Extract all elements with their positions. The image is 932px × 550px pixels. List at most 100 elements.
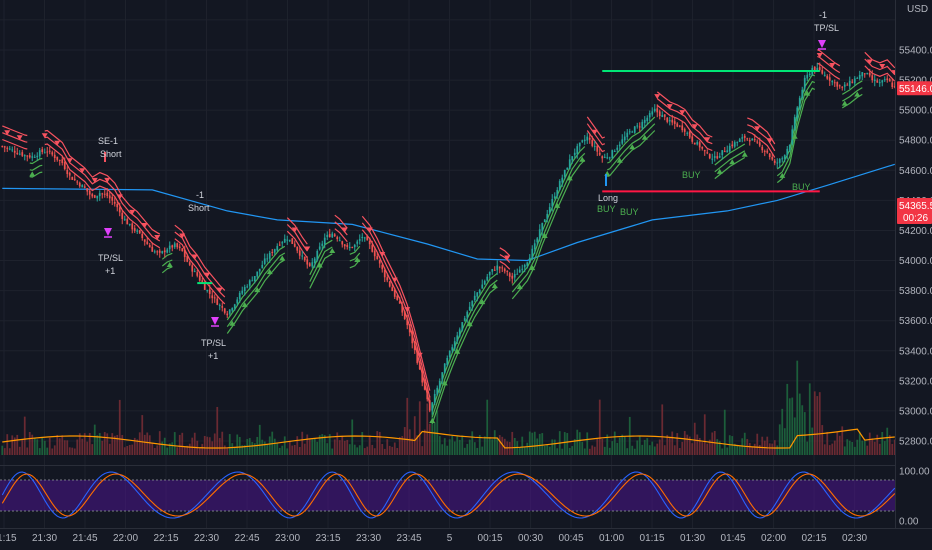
volume-bar — [163, 437, 166, 455]
volume-bar — [101, 440, 104, 455]
candle-body — [328, 234, 331, 238]
candle-body — [101, 193, 104, 195]
time-tick-label: 21:30 — [32, 533, 57, 544]
volume-bar — [693, 422, 696, 455]
volume-bar — [151, 442, 154, 455]
volume-bar — [253, 443, 256, 455]
volume-bar — [553, 439, 556, 455]
price-tick-label: 53200.00 — [899, 376, 932, 387]
trailing-band — [499, 260, 511, 270]
volume-bar — [706, 443, 709, 455]
candle-body — [428, 400, 431, 411]
candle-body — [181, 248, 184, 252]
sell-triangle-marker — [591, 129, 598, 135]
volume-bar — [166, 447, 169, 455]
volume-bar — [181, 432, 184, 455]
candle-body — [821, 70, 824, 74]
tpsl-arrow-marker — [104, 228, 112, 236]
volume-bar — [356, 447, 359, 455]
candle-body — [343, 244, 346, 247]
volume-bar — [598, 399, 601, 455]
candle-body — [388, 281, 391, 287]
candle-body — [106, 192, 109, 197]
volume-bar — [148, 435, 151, 455]
volume-bar — [403, 427, 406, 455]
sell-triangle-marker — [66, 158, 73, 164]
sell-triangle-marker — [216, 287, 223, 293]
candle-body — [303, 256, 306, 261]
candle-body — [361, 236, 364, 239]
candle-body — [258, 268, 261, 272]
volume-bar — [661, 404, 664, 455]
candle-body — [278, 244, 281, 246]
trailing-band — [841, 80, 863, 95]
candle-body — [93, 195, 96, 198]
sell-triangle-marker — [404, 307, 411, 313]
candle-body — [198, 275, 201, 281]
volume-bar — [488, 437, 491, 455]
candle-body — [688, 131, 691, 138]
volume-bar — [648, 445, 651, 455]
volume-bar — [128, 444, 131, 455]
volume-bar — [881, 431, 884, 455]
volume-bar — [223, 445, 226, 455]
candle-body — [703, 150, 706, 152]
volume-bar — [891, 443, 894, 455]
time-axis-ticks[interactable]: 21:15 21:30 21:45 22:00 22:15 22:30 22:45 23:00… — [0, 533, 868, 544]
candle-body — [233, 304, 236, 309]
candle-body — [698, 142, 701, 148]
buy-triangle-marker — [841, 100, 848, 106]
candle-body — [863, 73, 866, 75]
volume-bar — [361, 431, 364, 455]
candle-body — [333, 234, 336, 237]
candle-body — [861, 72, 864, 77]
volume-bar — [858, 431, 861, 455]
candle-body — [763, 150, 766, 152]
candle-body — [841, 86, 844, 88]
candle-body — [118, 207, 121, 213]
sell-triangle-marker — [304, 246, 311, 252]
moving-average-line — [2, 163, 895, 262]
candle-body — [868, 72, 871, 76]
candle-body — [213, 297, 216, 299]
candle-body — [743, 135, 746, 138]
candle-body — [148, 245, 151, 248]
time-tick-label: 23:45 — [397, 533, 422, 544]
volume-bar — [56, 434, 59, 455]
volume-bar — [871, 438, 874, 455]
volume-bar — [576, 429, 579, 455]
candle-body — [881, 80, 884, 83]
volume-bar — [573, 439, 576, 455]
candle-body — [236, 299, 239, 304]
candle-body — [488, 271, 491, 276]
volume-bar — [508, 441, 511, 455]
candle-body — [646, 117, 649, 122]
volume-bar — [813, 391, 816, 455]
candle-body — [496, 265, 499, 271]
volume-bar — [91, 444, 94, 455]
volume-bar — [701, 442, 704, 455]
candle-body — [103, 193, 106, 195]
candle-body — [661, 115, 664, 118]
candle-body — [38, 150, 41, 157]
volume-bar — [688, 436, 691, 455]
candle-body — [26, 155, 29, 157]
volume-bar — [161, 441, 164, 455]
tpsl-label-2-top: TP/SL — [201, 338, 226, 348]
currency-label: USD — [907, 4, 928, 15]
candle-body — [871, 75, 874, 81]
candle-body — [113, 201, 116, 204]
candle-body — [736, 141, 739, 143]
trailing-band — [161, 252, 173, 260]
trailing-band — [161, 259, 173, 267]
candle-body — [493, 269, 496, 271]
volume-bar — [383, 448, 386, 455]
volume-bar — [518, 447, 521, 455]
volume-bar — [636, 440, 639, 455]
candle-body — [606, 157, 609, 159]
candle-body — [326, 234, 329, 237]
volume-bar — [353, 444, 356, 455]
volume-bar — [116, 434, 119, 455]
trailing-band — [161, 266, 173, 274]
